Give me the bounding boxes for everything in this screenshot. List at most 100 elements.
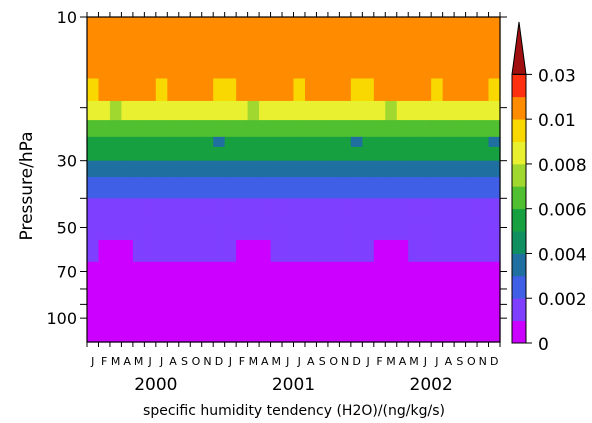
- heatmap-cell: [132, 177, 145, 199]
- heatmap-cell: [477, 100, 490, 121]
- heatmap-cell: [87, 222, 100, 241]
- heatmap-cell: [465, 120, 478, 138]
- heatmap-cell: [454, 120, 467, 138]
- heatmap-cell: [247, 198, 260, 223]
- heatmap-cell: [362, 146, 375, 162]
- heatmap-cell: [293, 177, 306, 199]
- heatmap-cell: [408, 78, 421, 102]
- heatmap-cell: [247, 136, 260, 148]
- heatmap-cell: [362, 261, 375, 290]
- heatmap-cell: [316, 17, 329, 80]
- heatmap-cell: [385, 318, 398, 343]
- heatmap-cell: [247, 288, 260, 319]
- heatmap-cell: [442, 222, 455, 241]
- heatmap-cell: [282, 136, 295, 148]
- heatmap-cell: [236, 198, 249, 223]
- heatmap-cell: [236, 160, 249, 178]
- heatmap-cell: [224, 239, 237, 263]
- heatmap-cell: [408, 120, 421, 138]
- heatmap-cell: [201, 239, 214, 263]
- heatmap-cell: [419, 78, 432, 102]
- heatmap-cell: [316, 146, 329, 162]
- heatmap-cell: [316, 78, 329, 102]
- heatmap-cell: [327, 288, 340, 319]
- heatmap-cell: [87, 146, 100, 162]
- heatmap-cell: [213, 160, 226, 178]
- heatmap-cell: [259, 146, 272, 162]
- heatmap-cell: [396, 120, 409, 138]
- heatmap-cell: [304, 78, 318, 102]
- heatmap-cell: [201, 160, 214, 178]
- heatmap-cell: [144, 239, 157, 263]
- heatmap-cell: [339, 160, 352, 178]
- heatmap-cell: [396, 198, 409, 223]
- month-label: A: [169, 355, 177, 368]
- heatmap-cell: [350, 239, 363, 263]
- heatmap-cell: [270, 120, 283, 138]
- heatmap-cell: [396, 78, 409, 102]
- heatmap-cell: [224, 100, 237, 121]
- heatmap-cell: [419, 261, 432, 290]
- heatmap-cell: [304, 198, 318, 223]
- heatmap-cell: [339, 120, 352, 138]
- heatmap-cell: [178, 120, 191, 138]
- heatmap-cell: [155, 100, 168, 121]
- heatmap-cell: [121, 17, 134, 80]
- heatmap-cell: [442, 288, 455, 319]
- heatmap-cell: [316, 160, 329, 178]
- heatmap-cell: [270, 136, 283, 148]
- heatmap-cell: [304, 288, 318, 319]
- heatmap-cell: [408, 318, 421, 343]
- heatmap-cell: [259, 198, 272, 223]
- heatmap-cell: [247, 17, 260, 80]
- heatmap-cell: [109, 120, 123, 138]
- heatmap-cell: [465, 160, 478, 178]
- month-label: M: [409, 355, 419, 368]
- heatmap-cell: [454, 100, 467, 121]
- heatmap-cell: [293, 78, 306, 102]
- heatmap-cell: [350, 222, 363, 241]
- heatmap-cell: [454, 198, 467, 223]
- heatmap-cell: [236, 261, 249, 290]
- heatmap-cell: [213, 100, 226, 121]
- month-label: J: [285, 355, 289, 368]
- heatmap-cell: [454, 146, 467, 162]
- heatmap-cell: [465, 17, 478, 80]
- heatmap-cell: [304, 136, 318, 148]
- heatmap-cell: [327, 160, 340, 178]
- month-label: A: [123, 355, 131, 368]
- heatmap-cell: [477, 120, 490, 138]
- heatmap-cell: [132, 146, 145, 162]
- heatmap-cell: [144, 160, 157, 178]
- heatmap-cell: [155, 78, 168, 102]
- heatmap-cell: [87, 78, 100, 102]
- heatmap-cell: [431, 318, 444, 343]
- heatmap-cell: [373, 146, 386, 162]
- heatmap-cell: [419, 146, 432, 162]
- heatmap-cell: [293, 288, 306, 319]
- heatmap-cell: [465, 288, 478, 319]
- heatmap-cell: [385, 100, 398, 121]
- month-label: D: [352, 355, 360, 368]
- heatmap-cell: [155, 239, 168, 263]
- heatmap-cell: [385, 239, 398, 263]
- month-label: M: [272, 355, 282, 368]
- heatmap-cell: [327, 78, 340, 102]
- heatmap-cell: [121, 136, 134, 148]
- heatmap-cell: [350, 78, 363, 102]
- heatmap-cell: [270, 100, 283, 121]
- heatmap-cell: [236, 222, 249, 241]
- heatmap-cell: [201, 120, 214, 138]
- heatmap-cell: [454, 239, 467, 263]
- heatmap-cell: [259, 318, 272, 343]
- heatmap-cell: [236, 120, 249, 138]
- heatmap-cell: [213, 198, 226, 223]
- heatmap-cell: [282, 160, 295, 178]
- heatmap-cell: [178, 261, 191, 290]
- heatmap-cell: [339, 198, 352, 223]
- heatmap-cell: [190, 198, 203, 223]
- heatmap-cell: [167, 288, 180, 319]
- heatmap-cell: [259, 136, 272, 148]
- heatmap-cell: [431, 177, 444, 199]
- heatmap-cell: [98, 17, 111, 80]
